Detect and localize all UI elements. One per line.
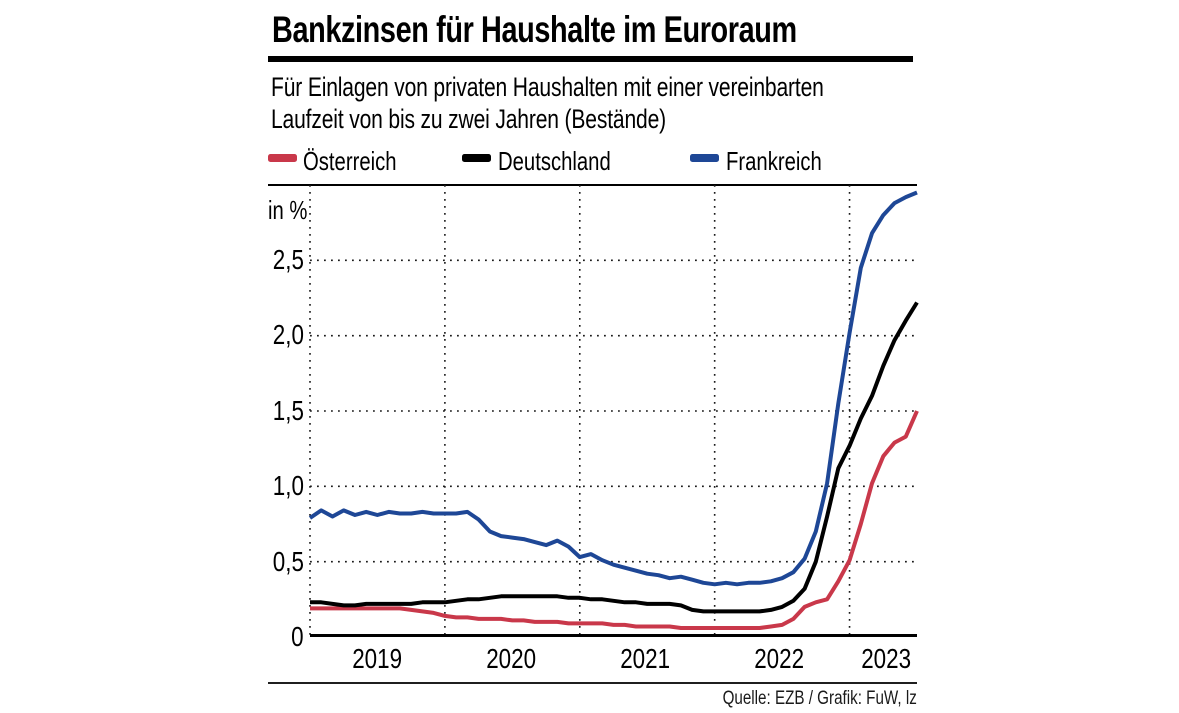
y-tick-1-5: 1,5 [272,395,304,426]
chart-content: Bankzinsen für Haushalte im Euroraum Für… [268,0,919,713]
x-tick-2022: 2022 [754,643,804,674]
x-tick-2023: 2023 [861,643,911,674]
y-tick-2-0: 2,0 [272,319,304,350]
legend-swatch-frankreich [690,154,719,162]
chart-subtitle-line-1: Für Einlagen von privaten Haushalten mit… [271,72,824,102]
y-axis-unit-label: in % [268,195,308,225]
page-title-text: Bankzinsen für Haushalte im Euroraum [272,9,797,50]
source-credit: Quelle: EZB / Grafik: FuW, lz [722,688,917,709]
plot-top-border [268,184,917,186]
title-rule [268,56,913,62]
series-line-oesterreich [310,410,919,630]
y-tick-2-5: 2,5 [272,244,304,275]
footer-rule [268,682,917,684]
legend-label-frankreich: Frankreich [726,146,822,176]
series-line-frankreich [308,190,918,587]
x-tick-2020: 2020 [486,643,536,674]
y-tick-0-5: 0,5 [272,546,304,577]
plot-area [308,185,919,637]
legend-label-oesterreich: Österreich [303,146,397,176]
page-title: Bankzinsen für Haushalte im Euroraum [272,8,945,52]
y-tick-1-0: 1,0 [272,470,304,501]
legend-swatch-oesterreich [268,154,297,162]
x-tick-2021: 2021 [620,643,670,674]
series-line-deutschland [310,301,919,614]
y-tick-0: 0 [291,621,304,652]
chart-subtitle-line-2: Laufzeit von bis zu zwei Jahren (Beständ… [271,104,666,134]
legend-label-deutschland: Deutschland [498,146,611,176]
x-tick-2019: 2019 [352,643,402,674]
legend-swatch-deutschland [462,154,491,162]
